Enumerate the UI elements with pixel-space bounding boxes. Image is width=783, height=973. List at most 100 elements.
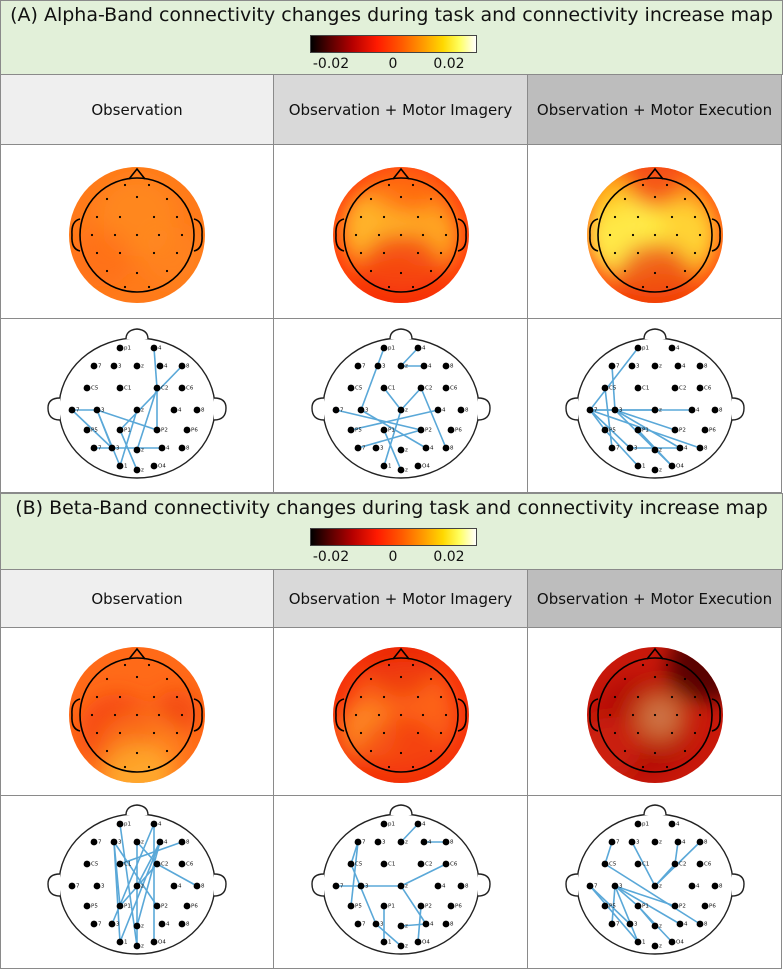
- svg-text:P2: P2: [679, 427, 686, 433]
- panel-a-header: (A) Alpha-Band connectivity changes duri…: [0, 0, 783, 75]
- svg-text:P2: P2: [425, 904, 432, 910]
- svg-text:C6: C6: [704, 385, 712, 391]
- svg-text:C6: C6: [450, 385, 458, 391]
- svg-text:3: 3: [619, 407, 623, 413]
- svg-text:7: 7: [594, 407, 598, 413]
- svg-text:8: 8: [186, 840, 190, 846]
- svg-text:C1: C1: [642, 385, 649, 391]
- svg-text:3: 3: [380, 922, 384, 928]
- svg-text:p1: p1: [388, 345, 395, 351]
- svg-text:4: 4: [158, 822, 162, 828]
- svg-text:C1: C1: [388, 862, 395, 868]
- svg-text:C5: C5: [609, 385, 617, 391]
- panel-a-grid: Observation Observation + Motor Imagery …: [0, 74, 782, 493]
- svg-text:7: 7: [616, 840, 620, 846]
- svg-text:C5: C5: [609, 862, 617, 868]
- svg-text:p1: p1: [642, 822, 649, 828]
- svg-text:3: 3: [634, 922, 638, 928]
- connectivity-map-alpha-observation: p1 4 7 3 z 4 8 C5 C1 C2 C6 7 3 z 4 8 P5 P1 P2 P6 7 3 z 4 8 1 z O4: [47, 327, 227, 479]
- svg-text:C2: C2: [161, 385, 168, 391]
- svg-text:z: z: [659, 363, 662, 369]
- svg-text:7: 7: [340, 407, 344, 413]
- svg-text:4: 4: [422, 822, 426, 828]
- svg-text:3: 3: [118, 840, 122, 846]
- column-header-motor-execution: Observation + Motor Execution: [536, 101, 773, 119]
- svg-text:P1: P1: [124, 904, 131, 910]
- svg-text:8: 8: [201, 884, 205, 890]
- svg-text:4: 4: [684, 445, 688, 451]
- svg-text:7: 7: [616, 445, 620, 451]
- panel-b-colorbar-tick: -0.02: [312, 549, 350, 565]
- svg-text:4: 4: [676, 822, 680, 828]
- panel-a-colorbar: [310, 35, 477, 53]
- svg-text:3: 3: [380, 445, 384, 451]
- svg-text:7: 7: [76, 407, 80, 413]
- svg-text:P6: P6: [709, 904, 716, 910]
- svg-text:4: 4: [158, 345, 162, 351]
- svg-text:z: z: [659, 447, 662, 453]
- svg-text:P2: P2: [679, 904, 686, 910]
- svg-text:C6: C6: [186, 862, 194, 868]
- connectivity-map-beta-observation: p1 4 7 3 z 4 8 C5 C1 C2 C6 7 3 z 4 8 P5 P1 P2 P6 7 3 z 4 8 1 z O4: [47, 804, 227, 955]
- svg-text:P1: P1: [388, 427, 395, 433]
- svg-text:8: 8: [704, 922, 708, 928]
- svg-text:z: z: [659, 944, 662, 950]
- topo-map-beta-observation: [69, 646, 205, 783]
- svg-text:C1: C1: [388, 385, 395, 391]
- svg-text:z: z: [659, 467, 662, 473]
- svg-text:1: 1: [642, 940, 646, 946]
- svg-text:O4: O4: [158, 940, 166, 946]
- svg-text:3: 3: [634, 445, 638, 451]
- connectivity-map-alpha-motor-execution: p1 4 7 3 z 4 8 C5 C1 C2 C6 7 3 z 4 8 P5 P1 P2 P6 7 3 z 4 8 1 z O4: [564, 327, 745, 479]
- svg-text:7: 7: [98, 445, 102, 451]
- svg-text:C2: C2: [425, 862, 432, 868]
- svg-text:4: 4: [684, 922, 688, 928]
- panel-a-colorbar-tick: 0.02: [433, 56, 465, 72]
- svg-text:P5: P5: [609, 904, 616, 910]
- svg-text:p1: p1: [642, 345, 649, 351]
- svg-text:3: 3: [116, 922, 120, 928]
- column-header-motor-imagery: Observation + Motor Imagery: [288, 101, 513, 119]
- svg-text:7: 7: [362, 922, 366, 928]
- svg-text:7: 7: [594, 884, 598, 890]
- svg-text:C2: C2: [679, 862, 686, 868]
- svg-text:O4: O4: [676, 940, 684, 946]
- panel-b-colorbar: [310, 528, 477, 546]
- panel-b-grid: Observation Observation + Motor Imagery …: [0, 569, 782, 969]
- svg-text:8: 8: [719, 407, 723, 413]
- svg-text:O4: O4: [422, 940, 430, 946]
- svg-text:4: 4: [178, 407, 182, 413]
- svg-text:3: 3: [619, 884, 623, 890]
- svg-text:C1: C1: [124, 385, 131, 391]
- column-header-motor-imagery: Observation + Motor Imagery: [288, 590, 513, 608]
- svg-text:8: 8: [704, 363, 708, 369]
- column-header-observation: Observation: [91, 101, 183, 119]
- svg-text:P6: P6: [455, 427, 462, 433]
- svg-text:P5: P5: [609, 427, 616, 433]
- svg-text:p1: p1: [124, 822, 131, 828]
- svg-text:3: 3: [118, 363, 122, 369]
- svg-text:z: z: [405, 467, 408, 473]
- column-header-observation: Observation: [91, 590, 183, 608]
- topo-map-alpha-motor-execution: [586, 166, 723, 303]
- svg-text:p1: p1: [388, 822, 395, 828]
- panel-a-title: (A) Alpha-Band connectivity changes duri…: [10, 4, 773, 26]
- svg-text:3: 3: [116, 445, 120, 451]
- svg-text:z: z: [659, 884, 662, 890]
- svg-text:C6: C6: [450, 862, 458, 868]
- svg-text:7: 7: [98, 840, 102, 846]
- svg-text:z: z: [405, 407, 408, 413]
- svg-text:z: z: [659, 924, 662, 930]
- svg-text:4: 4: [166, 922, 170, 928]
- svg-text:3: 3: [382, 840, 386, 846]
- svg-text:4: 4: [178, 884, 182, 890]
- topo-map-alpha-motor-imagery: [332, 166, 469, 303]
- svg-text:8: 8: [704, 840, 708, 846]
- svg-text:P1: P1: [642, 904, 649, 910]
- svg-text:P1: P1: [388, 904, 395, 910]
- svg-text:3: 3: [365, 884, 369, 890]
- svg-text:8: 8: [186, 922, 190, 928]
- svg-text:1: 1: [124, 940, 128, 946]
- panel-b-title: (B) Beta-Band connectivity changes durin…: [15, 497, 768, 519]
- svg-text:7: 7: [76, 884, 80, 890]
